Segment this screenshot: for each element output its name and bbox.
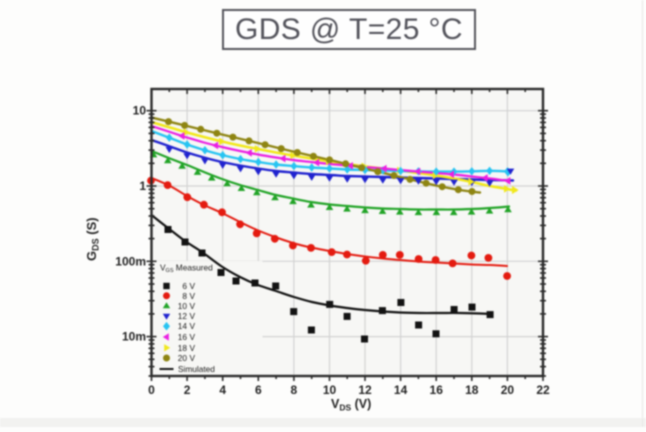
svg-text:Simulated: Simulated	[178, 364, 215, 374]
svg-text:V: V	[190, 281, 196, 291]
svg-text:18: 18	[465, 383, 479, 397]
svg-text:14: 14	[178, 321, 188, 331]
svg-text:V: V	[190, 291, 196, 301]
svg-text:1: 1	[139, 179, 146, 193]
svg-text:8: 8	[182, 291, 187, 301]
svg-text:100m: 100m	[115, 254, 146, 268]
svg-text:16: 16	[178, 332, 188, 342]
svg-text:12: 12	[358, 383, 372, 397]
svg-text:6: 6	[182, 281, 187, 291]
svg-text:20: 20	[501, 383, 515, 397]
svg-text:10m: 10m	[122, 330, 146, 344]
svg-text:12: 12	[178, 311, 188, 321]
svg-text:8: 8	[291, 383, 298, 397]
svg-text:0: 0	[148, 383, 155, 397]
svg-text:6: 6	[255, 383, 262, 397]
svg-text:4: 4	[219, 383, 226, 397]
svg-text:V: V	[190, 353, 196, 363]
svg-text:VDS (V): VDS (V)	[331, 397, 371, 413]
svg-text:14: 14	[394, 383, 408, 397]
svg-text:10: 10	[178, 301, 188, 311]
svg-text:GDS (S): GDS (S)	[84, 217, 101, 261]
svg-text:16: 16	[430, 383, 444, 397]
svg-text:22: 22	[536, 383, 550, 397]
svg-text:2: 2	[184, 383, 191, 397]
svg-text:20: 20	[178, 353, 188, 363]
svg-text:VGS Measured: VGS Measured	[160, 263, 213, 275]
svg-text:10: 10	[133, 104, 147, 118]
svg-text:V: V	[190, 332, 196, 342]
svg-text:V: V	[190, 301, 196, 311]
svg-text:10: 10	[323, 383, 337, 397]
svg-text:V: V	[190, 321, 196, 331]
svg-text:18: 18	[178, 343, 188, 353]
svg-text:V: V	[190, 343, 196, 353]
svg-text:V: V	[190, 311, 196, 321]
